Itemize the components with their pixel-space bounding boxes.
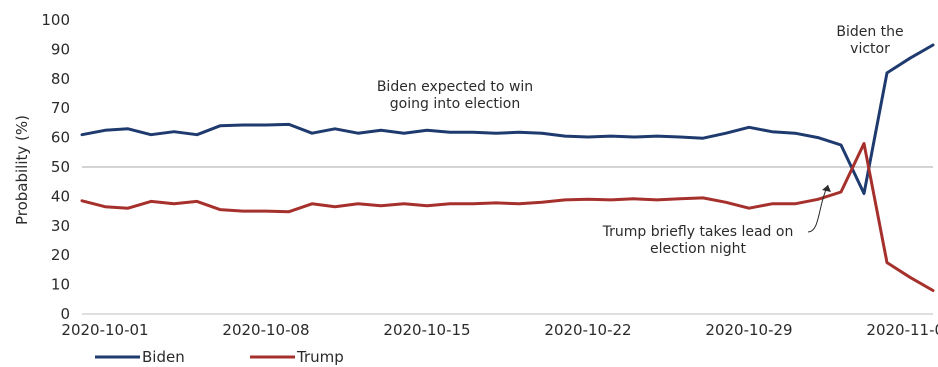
annotation-biden-expected-line-1: Biden expected to win: [377, 79, 533, 95]
y-tick-label: 70: [51, 99, 70, 117]
y-tick-label: 50: [51, 158, 70, 176]
annotation-trump-lead-line-2: election night: [650, 241, 747, 257]
legend: Biden Trump: [95, 348, 344, 366]
y-tick-label: 20: [51, 246, 70, 264]
annotation-trump-lead-leader: [807, 184, 829, 233]
annotation-arrowhead: [822, 185, 831, 192]
annotation-trump-lead-line-1: Trump briefly takes lead on: [602, 224, 794, 240]
annotation-trump-lead: Trump briefly takes lead on election nig…: [602, 184, 831, 257]
legend-label-biden: Biden: [142, 348, 185, 366]
x-axis: 2020-10-01 2020-10-08 2020-10-15 2020-10-22…: [61, 313, 938, 339]
annotation-biden-victor: Biden the victor: [836, 24, 903, 57]
y-tick-label: 0: [60, 305, 70, 323]
series-line-trump: [80, 142, 935, 292]
x-tick-label: 2020-10-22: [544, 321, 631, 339]
y-tick-label: 60: [51, 129, 70, 147]
y-tick-label: 80: [51, 70, 70, 88]
y-tick-label: 10: [51, 276, 70, 294]
y-tick-label: 100: [41, 11, 70, 29]
y-axis: 0 10 20 30 40 50 60 70 80 90 100: [41, 11, 70, 323]
y-tick-label: 30: [51, 217, 70, 235]
series-layer: [80, 43, 935, 292]
x-tick-label: 2020-10-01: [61, 321, 148, 339]
x-tick-label: 2020-10-08: [222, 321, 309, 339]
annotation-biden-victor-line-2: victor: [850, 41, 890, 57]
y-axis-label: Probability (%): [13, 115, 31, 225]
y-tick-label: 90: [51, 40, 70, 58]
annotation-biden-victor-line-1: Biden the: [836, 24, 903, 40]
annotation-biden-expected: Biden expected to win going into electio…: [377, 79, 533, 112]
x-tick-label: 2020-10-29: [705, 321, 792, 339]
series-line-biden: [80, 43, 935, 195]
legend-label-trump: Trump: [296, 348, 344, 366]
x-tick-label: 2020-10-15: [383, 321, 470, 339]
y-tick-label: 40: [51, 187, 70, 205]
annotation-biden-expected-line-2: going into election: [390, 96, 520, 112]
x-tick-label: 2020-11-05: [866, 321, 938, 339]
